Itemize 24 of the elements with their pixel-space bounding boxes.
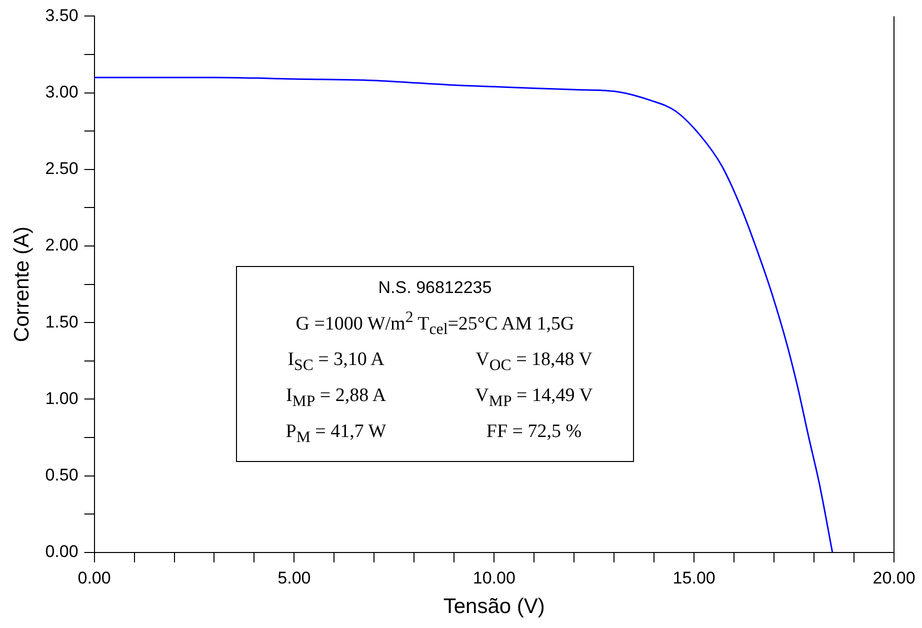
y-tick-label: 3.00 [45,82,78,102]
y-tick-label: 0.00 [45,542,78,562]
y-tick-label: 1.50 [45,312,78,332]
annotation: V$_{MP}$ = 14,49 V [474,384,594,412]
annotation: I$_{MP}$ = 2,88 A [284,384,388,412]
annotation: V$_{OC}$ = 18,48 V [474,348,594,376]
y-tick-label: 2.50 [45,159,78,178]
y-axis-title: Corrente (A) [10,226,34,342]
x-tick-label: 10.00 [472,568,516,588]
y-tick-label: 2.00 [45,236,78,255]
x-axis-title: Tensão (V) [443,595,545,618]
x-tick-label: 0.00 [78,568,111,588]
annotation: FF = 72,5 % [485,420,583,444]
y-tick-label: 3.50 [45,6,78,25]
annotation: P$_{M}$ = 41,7 W [284,420,388,448]
line-series [94,76,834,552]
x-tick-label: 15.00 [672,568,716,588]
x-tick-label: 5.00 [278,568,311,588]
annotation: I$_{SC}$ = 3,10 A [286,348,386,376]
y-tick-label: 1.00 [45,388,78,408]
annotation: G =1000 W/m$^{2}$ T$_{cel}$=25°C AM 1,5G [294,308,576,340]
annotation: N.S. 96812235 [377,277,493,299]
x-tick-label: 20.00 [872,568,916,588]
y-tick-label: 0.50 [45,465,78,484]
